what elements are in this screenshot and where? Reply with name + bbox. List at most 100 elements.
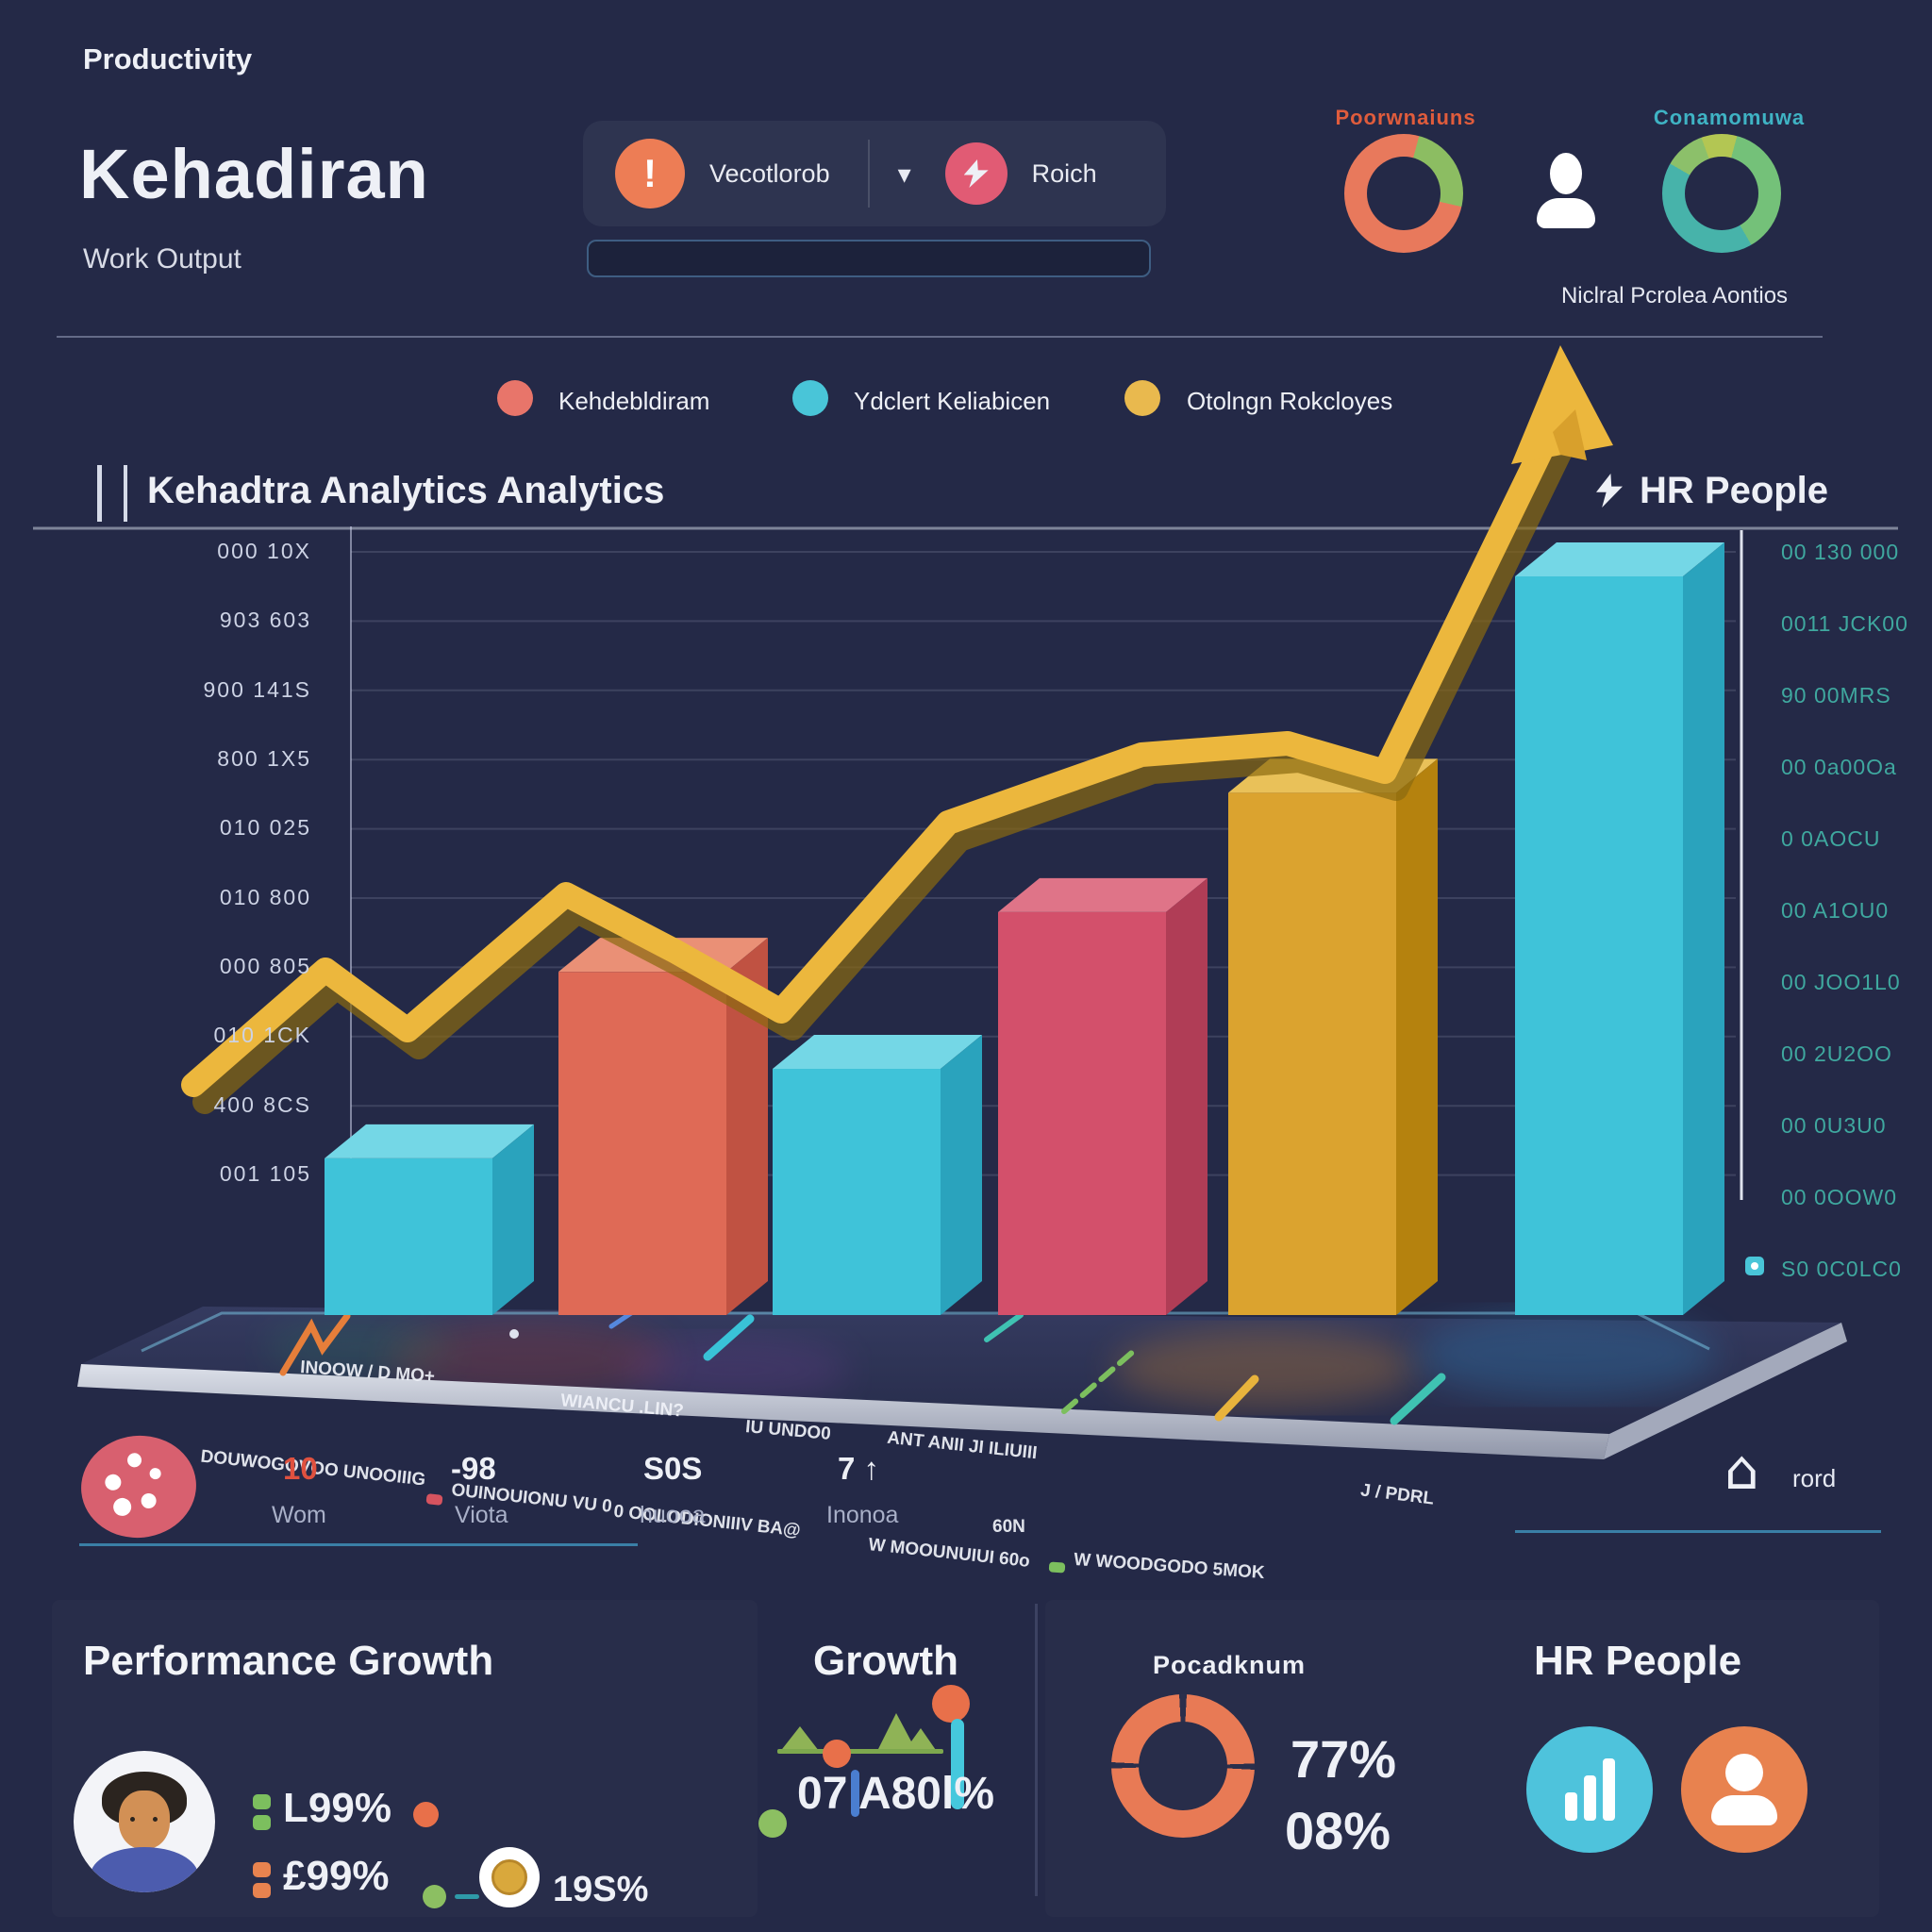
page-subtitle: Work Output [83, 243, 242, 275]
y-axis-left-tick: 400 8CS [213, 1092, 311, 1117]
platform-label: ANT ANII JI ILIUIII [886, 1427, 1039, 1464]
metric-bullet-orange [253, 1883, 271, 1898]
section-right-title: HR People [1640, 470, 1829, 511]
y-axis-left-tick: 000 805 [219, 954, 311, 978]
y-axis-left-tick: 010 800 [219, 885, 311, 909]
user-button[interactable] [1681, 1726, 1807, 1853]
bar-chart-button[interactable] [1526, 1726, 1653, 1853]
axis-end-marker [1745, 1257, 1764, 1275]
avatar [74, 1751, 215, 1892]
donuts-caption: Niclral Pcrolea Aontios [1560, 283, 1789, 308]
alert-icon: ! [615, 139, 685, 208]
home-label: rord [1792, 1464, 1837, 1492]
section-title: Kehadtra Analytics Analytics [147, 470, 665, 511]
platform-label: WIANCU .LIN? [559, 1391, 685, 1422]
stat-label: huooa [640, 1502, 706, 1528]
y-axis-right-tick: 0011 JCK00 [1781, 611, 1908, 636]
legend-dot-1[interactable] [497, 380, 533, 416]
dots-icon [75, 1429, 202, 1544]
stat-label: Inonoa [826, 1502, 899, 1528]
page-title: Kehadiran [79, 135, 429, 213]
stats-divider-left [79, 1543, 638, 1546]
legend-dot-2[interactable] [792, 380, 828, 416]
y-axis-left-tick: 900 141S [203, 677, 311, 702]
coin-icon [479, 1847, 540, 1907]
growth-dot-1 [932, 1685, 970, 1723]
filter-toolbar[interactable]: ! Vecotlorob ▾ Roich [583, 121, 1166, 226]
y-axis-right-tick: 00 2U2OO [1781, 1041, 1892, 1066]
tick-dash-orange [279, 1312, 351, 1376]
y-axis-right-tick: S0 0C0LC0 [1781, 1257, 1902, 1281]
tick-dash-cyan [703, 1314, 755, 1361]
growth-bar-blue [851, 1770, 859, 1817]
platform-label: IU UNDO0 [744, 1417, 832, 1444]
y-axis-right-tick: 00 0OOW0 [1781, 1185, 1898, 1209]
spark-dash-teal [455, 1894, 479, 1899]
title-tick-2 [124, 465, 127, 522]
growth-value: 07 A80l% [797, 1769, 995, 1819]
performance-metric-1: L99% [283, 1785, 391, 1831]
growth-bar-cyan [951, 1719, 964, 1809]
summary-value-2: 08% [1285, 1801, 1391, 1860]
trend-line [181, 345, 1613, 1114]
y-axis-left-tick: 903 603 [219, 608, 311, 632]
donut-left-label: Poorwnaiuns [1335, 106, 1476, 129]
growth-card-title: Growth [813, 1638, 958, 1684]
label-bullet-red [425, 1493, 443, 1506]
spark-dot-orange [413, 1802, 439, 1827]
home-icon[interactable]: ⌂ [1724, 1438, 1759, 1502]
legend-label-2[interactable]: Ydclert Keliabicen [854, 387, 1051, 415]
legend-label-3[interactable]: Otolngn Rokcloyes [1187, 387, 1393, 415]
performance-metric-2: £99% [283, 1853, 390, 1899]
bolt-icon [1596, 474, 1623, 508]
donut-right [1662, 134, 1781, 253]
platform-label: INOOW / D MO+ [299, 1357, 436, 1387]
bar-chart-icon [1564, 1758, 1615, 1821]
title-tick-1 [97, 465, 102, 522]
card-divider [1035, 1604, 1038, 1896]
filter-option-2[interactable]: Roich [1031, 158, 1097, 188]
y-axis-right-tick: 00 0U3U0 [1781, 1113, 1887, 1138]
user-icon [1711, 1754, 1777, 1825]
performance-card-title: Performance Growth [83, 1638, 494, 1684]
summary-donut-label: Pocadknum [1153, 1651, 1307, 1679]
growth-dot-green [758, 1809, 787, 1838]
y-axis-left-tick: 800 1X5 [217, 746, 311, 771]
stat-value: -98 [451, 1451, 496, 1486]
filter-option-1[interactable]: Vecotlorob [709, 158, 830, 188]
stat-value: S0S [643, 1451, 703, 1486]
platform-label: W MOOUNUIUI 60o [867, 1535, 1031, 1572]
person-icon [1536, 153, 1596, 228]
y-axis-left-tick: 001 105 [219, 1161, 311, 1186]
donut-left [1344, 134, 1463, 253]
tick-dash-yellow [1214, 1374, 1259, 1422]
platform-label: W WOODGODO 5MOK [1073, 1549, 1266, 1584]
donut-right-label: Conamomuwa [1653, 106, 1806, 129]
search-input[interactable] [587, 240, 1151, 277]
performance-badge: 19S% [553, 1870, 649, 1909]
legend-label-1[interactable]: Kehdebldiram [558, 387, 710, 415]
summary-donut [1111, 1694, 1255, 1838]
platform-3d [77, 1307, 1847, 1459]
spark-dot-green [423, 1885, 446, 1908]
summary-value-1: 77% [1291, 1729, 1397, 1789]
growth-sparkline-base [777, 1749, 943, 1754]
legend-dot-3[interactable] [1124, 380, 1160, 416]
growth-dot-2 [823, 1740, 851, 1768]
header-divider [57, 336, 1823, 338]
metric-bullet-orange [253, 1862, 271, 1877]
y-axis-left-tick: 010 1CK [213, 1023, 311, 1047]
y-axis-right-tick: 0 0AOCU [1781, 826, 1881, 851]
toolbar-divider [867, 140, 870, 208]
tick-dash-teal [1390, 1373, 1446, 1425]
stat-label: Wom [272, 1502, 326, 1528]
platform-label: J / PDRL [1359, 1480, 1436, 1509]
stat-value: 10 [283, 1451, 318, 1486]
chevron-down-icon[interactable]: ▾ [897, 158, 911, 189]
y-axis-right-tick: 00 JOO1L0 [1781, 970, 1901, 994]
growth-sparkline [779, 1713, 938, 1753]
metric-bullet-green [253, 1794, 271, 1809]
